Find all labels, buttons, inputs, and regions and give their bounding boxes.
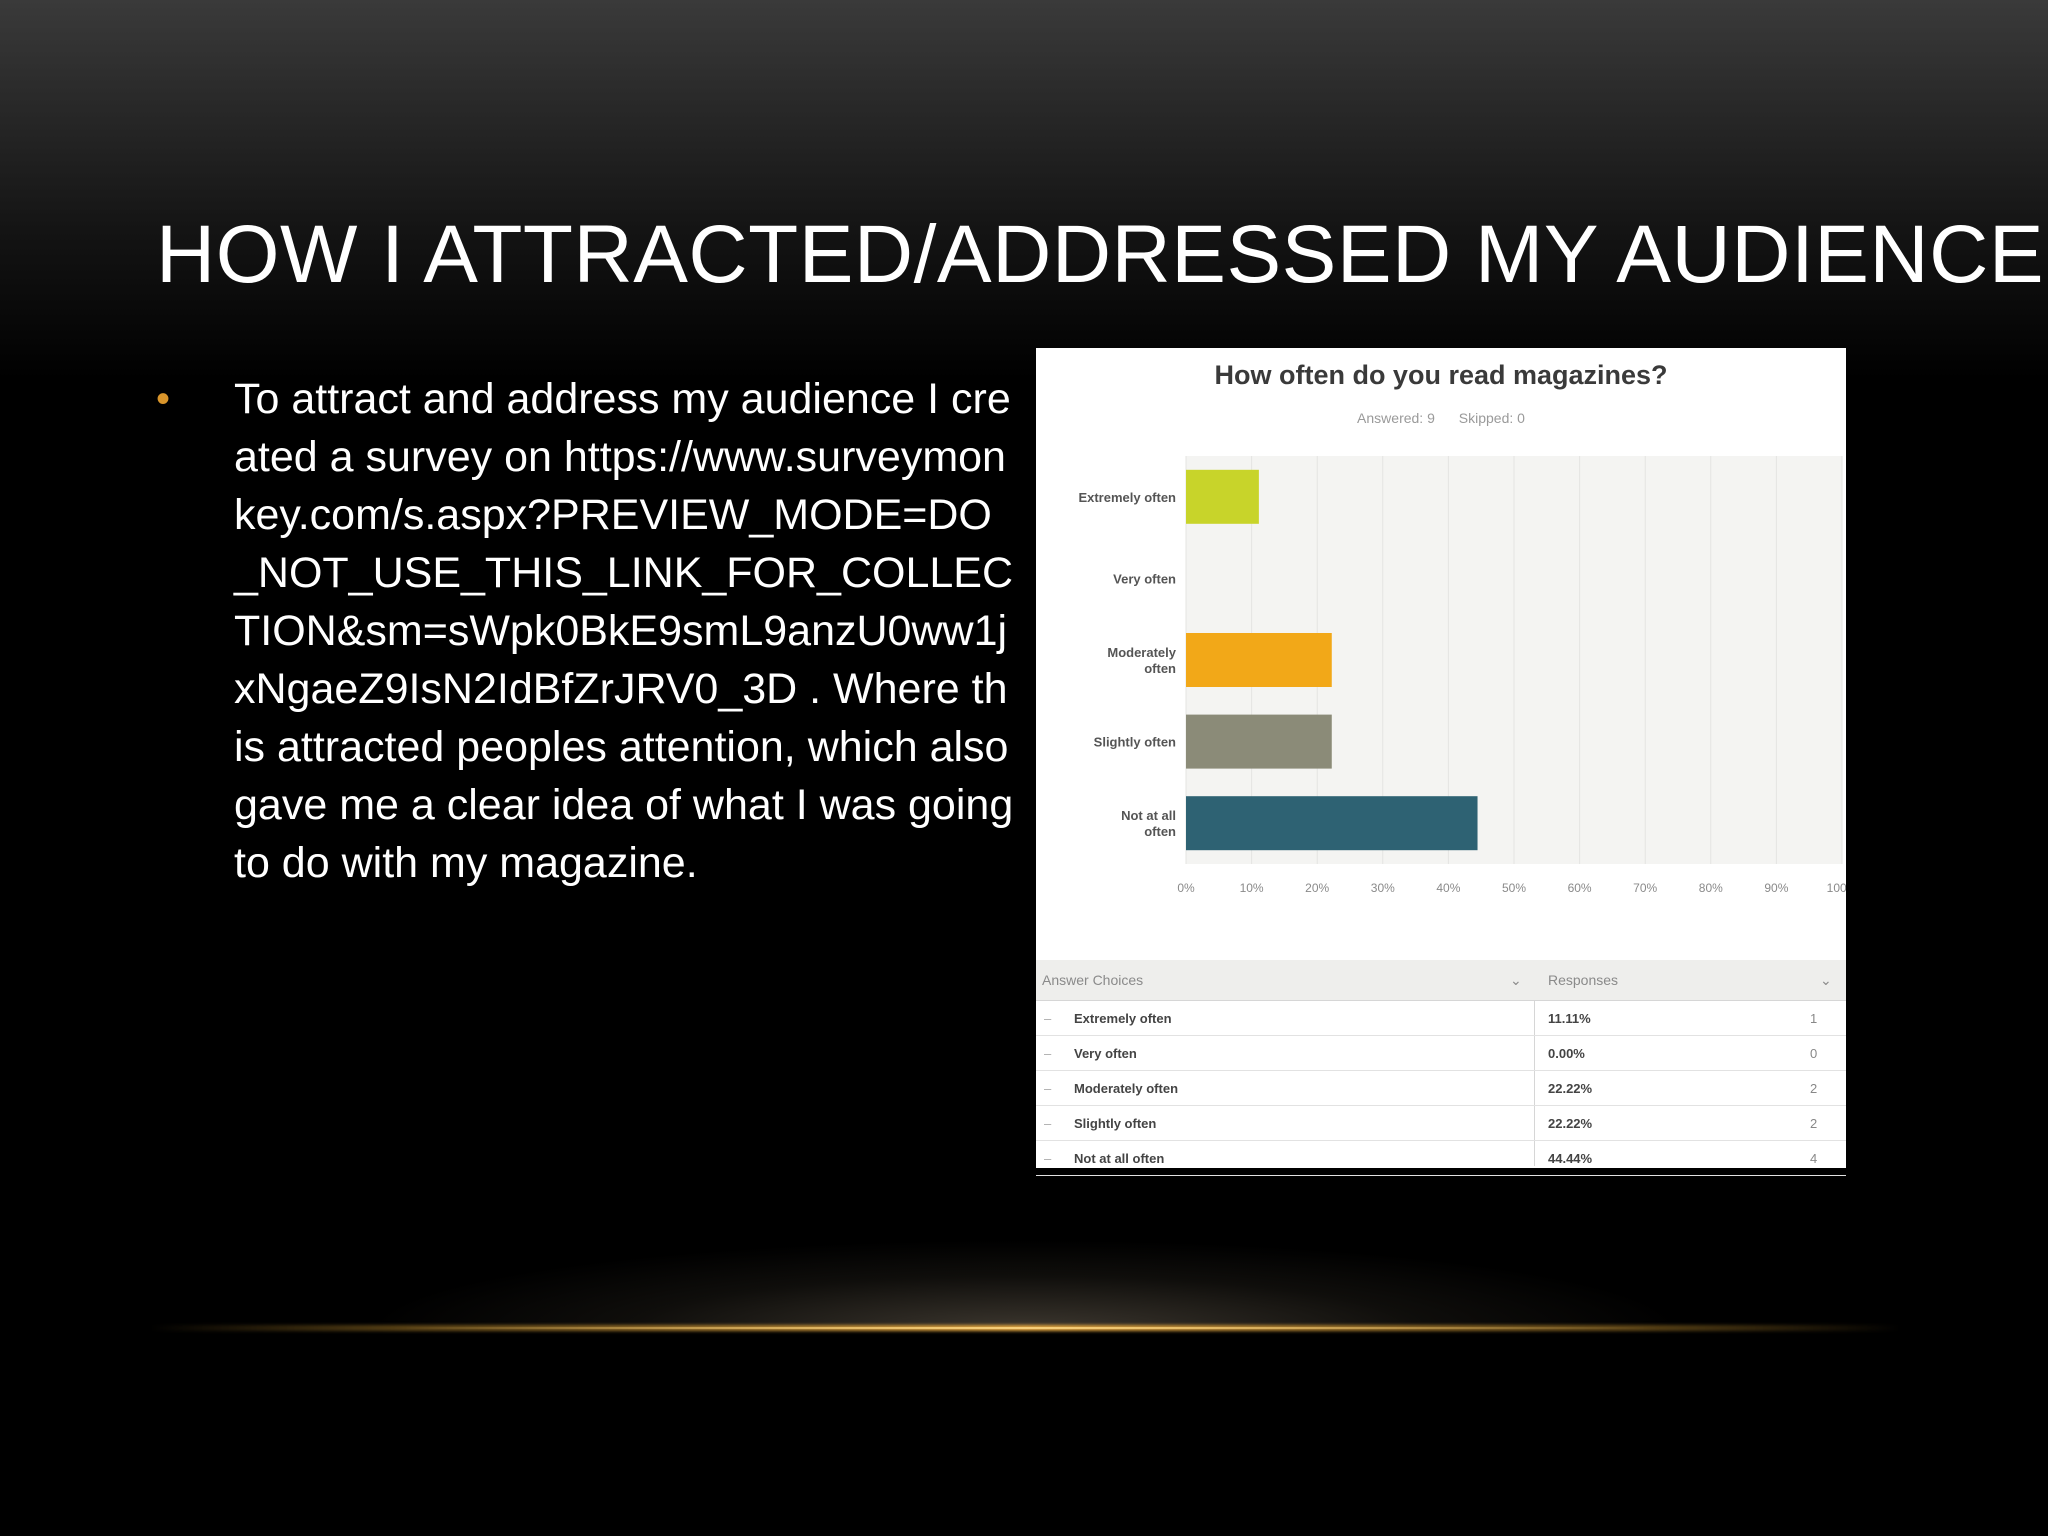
choice-label: Extremely often xyxy=(1074,1011,1172,1026)
x-tick-label: 0% xyxy=(1177,881,1195,895)
response-percent: 22.22% xyxy=(1548,1081,1593,1096)
survey-stats: Answered: 9 Skipped: 0 xyxy=(1036,410,1846,426)
x-tick-label: 60% xyxy=(1568,881,1592,895)
category-label: often xyxy=(1144,824,1176,839)
x-tick-label: 50% xyxy=(1502,881,1526,895)
skipped-count: Skipped: 0 xyxy=(1458,410,1525,426)
gold-horizon-highlight xyxy=(400,1327,1650,1329)
bar xyxy=(1186,633,1332,687)
category-label: Not at all xyxy=(1121,808,1176,823)
responses-table: Answer Choices ⌄ Responses ⌄ – Extremely… xyxy=(1036,960,1846,1176)
choice-label: Not at all often xyxy=(1074,1151,1165,1166)
response-percent: 44.44% xyxy=(1548,1151,1593,1166)
slide-title: HOW I ATTRACTED/ADDRESSED MY AUDIENCE xyxy=(156,209,2045,300)
row-dash-icon: – xyxy=(1044,1046,1052,1061)
bullet-item: • To attract and address my audience I c… xyxy=(156,370,1016,892)
survey-question: How often do you read magazines? xyxy=(1214,360,1668,390)
table-row: – Not at all often 44.44% 4 xyxy=(1036,1141,1846,1176)
response-count: 2 xyxy=(1810,1081,1818,1096)
header-answer-choices[interactable]: Answer Choices xyxy=(1042,972,1144,988)
table-row: – Slightly often 22.22% 2 xyxy=(1036,1106,1846,1141)
table-divider xyxy=(1534,960,1535,1166)
row-dash-icon: – xyxy=(1044,1151,1052,1166)
category-label: Moderately xyxy=(1107,645,1176,660)
table-row: – Moderately often 22.22% 2 xyxy=(1036,1071,1846,1106)
choice-label: Very often xyxy=(1074,1046,1137,1061)
choice-label: Moderately often xyxy=(1074,1081,1179,1096)
bar-chart: 0% 10% 20% 30% 40% 50% 60% 70% 80% 90% 100% Extreme… xyxy=(1078,456,1846,895)
x-tick-label: 70% xyxy=(1633,881,1657,895)
x-tick-label: 80% xyxy=(1699,881,1723,895)
row-dash-icon: – xyxy=(1044,1081,1052,1096)
row-dash-icon: – xyxy=(1044,1011,1052,1026)
x-tick-label: 20% xyxy=(1305,881,1329,895)
response-count: 2 xyxy=(1810,1116,1818,1131)
x-tick-label: 10% xyxy=(1240,881,1264,895)
survey-results-image: How often do you read magazines? Answere… xyxy=(1036,348,1846,1176)
bullet-text: To attract and address my audience I cre… xyxy=(234,375,1014,887)
response-count: 4 xyxy=(1810,1151,1818,1166)
sort-icon[interactable]: ⌄ xyxy=(1820,972,1832,988)
table-row: – Extremely often 11.11% 1 xyxy=(1036,1001,1846,1036)
x-tick-label: 30% xyxy=(1371,881,1395,895)
x-tick-label: 90% xyxy=(1764,881,1788,895)
x-tick-label: 100% xyxy=(1827,881,1846,895)
answered-count: Answered: 9 xyxy=(1357,410,1435,426)
response-count: 1 xyxy=(1810,1011,1818,1026)
bar xyxy=(1186,714,1332,769)
choice-label: Slightly often xyxy=(1074,1116,1157,1131)
category-label: Extremely often xyxy=(1078,490,1176,505)
response-percent: 11.11% xyxy=(1548,1011,1591,1026)
bullet-icon: • xyxy=(156,377,171,421)
x-tick-label: 40% xyxy=(1436,881,1460,895)
category-label: Slightly often xyxy=(1094,735,1176,750)
bar xyxy=(1186,469,1259,524)
table-row: – Very often 0.00% 0 xyxy=(1036,1036,1846,1071)
response-percent: 22.22% xyxy=(1548,1116,1593,1131)
header-responses[interactable]: Responses xyxy=(1548,972,1619,988)
bar xyxy=(1186,796,1478,851)
sort-icon[interactable]: ⌄ xyxy=(1510,972,1522,988)
category-label: often xyxy=(1144,661,1176,676)
table-header: Answer Choices ⌄ Responses ⌄ xyxy=(1036,960,1846,1001)
response-percent: 0.00% xyxy=(1548,1046,1585,1061)
row-dash-icon: – xyxy=(1044,1116,1052,1131)
slide-body: • To attract and address my audience I c… xyxy=(156,370,1016,892)
response-count: 0 xyxy=(1810,1046,1818,1061)
category-label: Very often xyxy=(1113,571,1176,586)
